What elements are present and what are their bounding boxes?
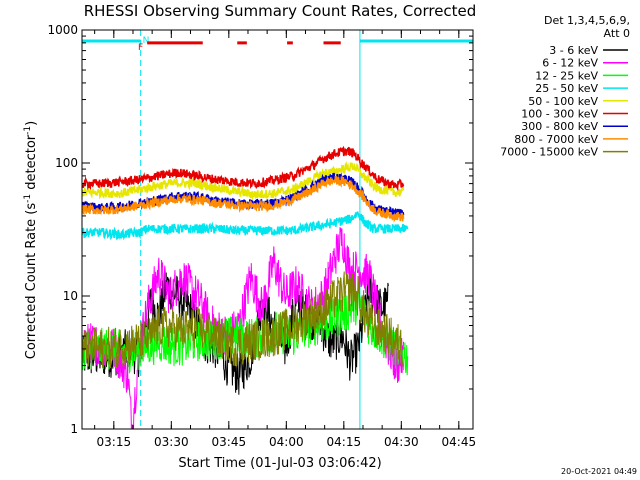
series-1 — [82, 227, 405, 429]
legend-label-3: 25 - 50 keV — [535, 82, 598, 95]
legend-label-6: 300 - 800 keV — [521, 120, 598, 133]
footer-timestamp: 20-Oct-2021 04:49 — [561, 467, 637, 476]
y-tick-label-3: 1000 — [47, 23, 78, 37]
series-line-7 — [82, 175, 405, 223]
x-tick-label-1: 03:30 — [154, 435, 189, 449]
x-tick-label-6: 04:45 — [442, 435, 477, 449]
series-7 — [82, 175, 405, 223]
legend-header-line-2: Att 0 — [604, 27, 630, 40]
y-tick-label-0: 1 — [70, 422, 78, 436]
legend-label-2: 12 - 25 keV — [535, 69, 598, 82]
series-line-1 — [82, 227, 405, 429]
x-tick-label-4: 04:15 — [327, 435, 362, 449]
series-line-5 — [82, 145, 405, 192]
y-tick-label-2: 100 — [55, 156, 78, 170]
legend-label-1: 6 - 12 keV — [542, 57, 598, 70]
legend-label-4: 50 - 100 keV — [528, 95, 598, 108]
series-line-4 — [82, 161, 405, 201]
legend-label-5: 100 - 300 keV — [521, 108, 598, 121]
x-tick-label-5: 04:30 — [384, 435, 419, 449]
series-line-3 — [82, 211, 409, 241]
legend-label-0: 3 - 6 keV — [549, 44, 598, 57]
x-tick-label-3: 04:00 — [269, 435, 304, 449]
x-ticks: 03:15 03:30 03:45 04:00 04:15 04:30 04:45 — [94, 30, 477, 449]
series-3 — [82, 211, 409, 241]
y-tick-label-1: 10 — [63, 289, 78, 303]
legend-header-line-1: Det 1,3,4,5,6,9, — [544, 14, 630, 27]
legend-label-7: 800 - 7000 keV — [514, 133, 598, 146]
marker-n: N — [143, 36, 150, 46]
series-8 — [82, 271, 404, 370]
marker-f: F — [138, 43, 143, 53]
series-line-8 — [82, 271, 404, 370]
x-tick-label-0: 03:15 — [97, 435, 132, 449]
legend-label-8: 7000 - 15000 keV — [500, 146, 598, 159]
x-tick-label-2: 03:45 — [212, 435, 247, 449]
series-5 — [82, 145, 405, 192]
series-4 — [82, 161, 405, 201]
series-layer — [82, 145, 409, 429]
y-axis-label: Corrected Count Rate (s-1 detector-1) — [23, 121, 39, 359]
x-axis-label: Start Time (01-Jul-03 03:06:42) — [178, 456, 381, 471]
y-ticks: 1 10 100 1000 — [47, 23, 473, 436]
plot-frame — [81, 29, 474, 430]
chart-title: RHESSI Observing Summary Count Rates, Co… — [84, 2, 477, 20]
